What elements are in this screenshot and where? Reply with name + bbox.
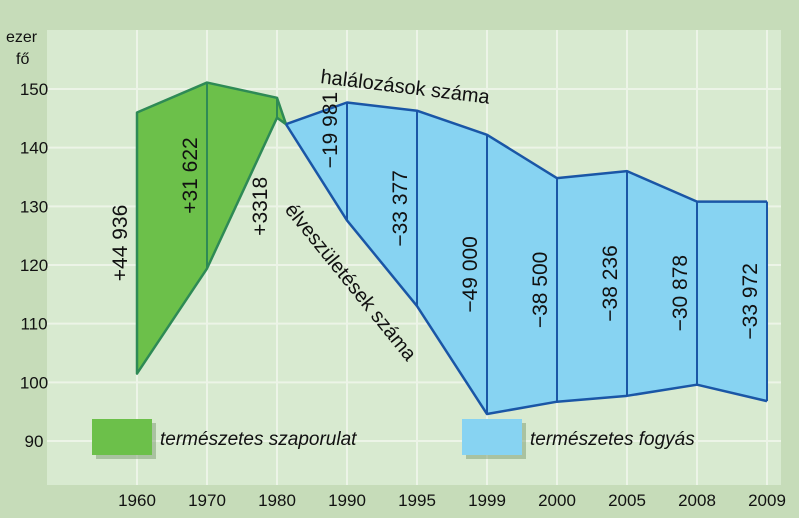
x-tick-1995: 1995: [398, 491, 436, 510]
diff-label-1990: −19 981: [319, 92, 342, 169]
x-tick-1960: 1960: [118, 491, 156, 510]
y-tick-100: 100: [20, 373, 48, 392]
legend-label-growth: természetes szaporulat: [160, 429, 357, 450]
diff-label-2000: −38 500: [529, 252, 552, 329]
y-tick-150: 150: [20, 80, 48, 99]
line-births: [284, 123, 768, 416]
x-tick-1990: 1990: [328, 491, 366, 510]
x-tick-2000: 2000: [538, 491, 576, 510]
diff-label-1980: +3318: [249, 177, 272, 236]
diff-label-1999: −49 000: [459, 236, 482, 313]
diff-label-2009: −33 972: [739, 263, 762, 340]
diff-label-2008: −30 878: [669, 255, 692, 332]
y-tick-120: 120: [20, 256, 48, 275]
diff-label-1960: +44 936: [109, 205, 132, 282]
y-axis-ticks: 150 140 130 120 110 100 90: [20, 80, 48, 451]
y-tick-110: 110: [20, 315, 47, 334]
legend-swatch-green: [92, 419, 152, 455]
diff-label-1995: −33 377: [389, 170, 412, 247]
x-tick-1980: 1980: [258, 491, 296, 510]
y-tick-140: 140: [20, 139, 48, 158]
line-deaths: [285, 101, 767, 203]
diff-label-2005: −38 236: [599, 245, 622, 322]
x-tick-2008: 2008: [678, 491, 716, 510]
y-unit-line1: ezer: [6, 29, 38, 46]
y-unit-line2: fő: [16, 51, 29, 68]
area-natural-growth: [135, 81, 288, 375]
legend-swatch-blue: [462, 419, 522, 455]
x-tick-2009: 2009: [748, 491, 786, 510]
difference-labels: +44 936 +31 622 +3318 −19 981 −33 377 −49 000…: [109, 92, 762, 340]
series-lines: [284, 101, 768, 416]
y-tick-130: 130: [20, 197, 48, 216]
x-axis-ticks: 1960 1970 1980 1990 1995 1999 2000 2005 2008 2009: [118, 491, 786, 510]
y-tick-90: 90: [25, 432, 44, 451]
x-tick-1999: 1999: [468, 491, 506, 510]
diff-label-1970: +31 622: [179, 137, 202, 214]
legend-label-decline: természetes fogyás: [530, 429, 695, 450]
legend: természetes szaporulat természetes fogyá…: [92, 419, 695, 459]
year-dividers: [206, 82, 768, 415]
x-tick-2005: 2005: [608, 491, 646, 510]
x-tick-1970: 1970: [188, 491, 226, 510]
